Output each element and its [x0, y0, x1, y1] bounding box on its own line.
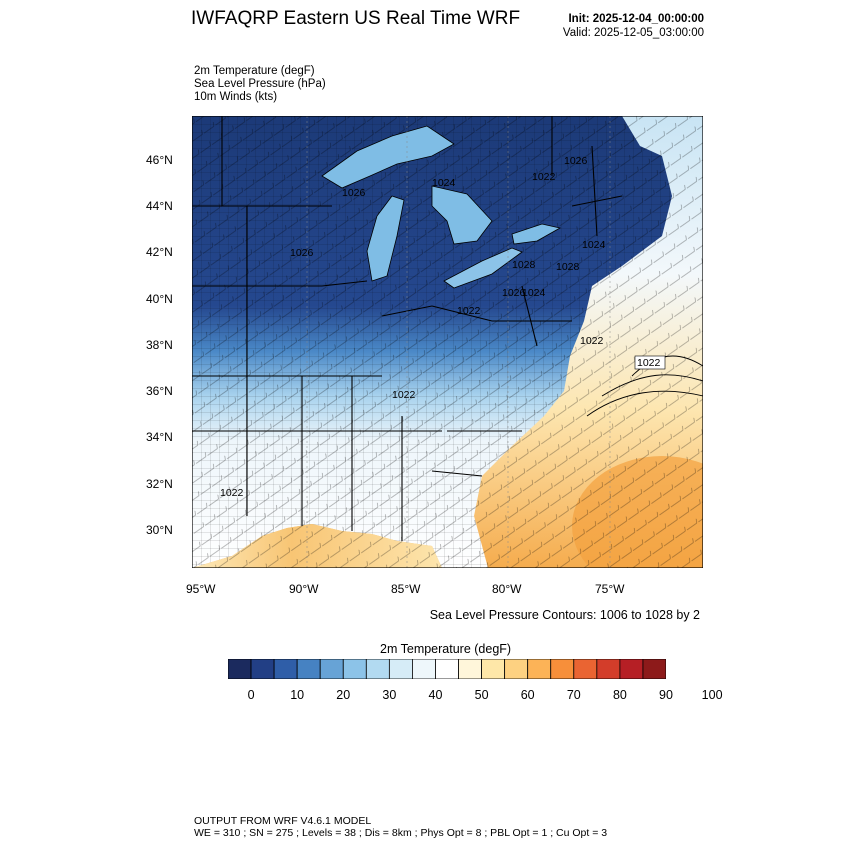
colorbar-swatch	[319, 659, 344, 679]
pressure-contour-label: 1022	[392, 389, 416, 401]
colorbar-swatch	[504, 659, 529, 679]
field-temperature-label: 2m Temperature (degF)	[194, 65, 315, 77]
colorbar-swatch	[273, 659, 298, 679]
colorbar-label: 20	[336, 688, 351, 702]
pressure-contour-label: 1026	[290, 247, 314, 259]
lake-ontario	[511, 223, 562, 245]
pressure-contour-label: 1022	[580, 335, 604, 347]
colorbar-swatch	[296, 659, 321, 679]
colorbar-swatch	[596, 659, 621, 679]
colorbar-label: 60	[520, 688, 535, 702]
colorbar-swatch	[481, 659, 506, 679]
colorbar-label: 40	[428, 688, 443, 702]
lat-label-40n: 40°N	[146, 292, 173, 306]
lat-label-46n: 46°N	[146, 153, 173, 167]
lake-michigan	[366, 195, 405, 282]
init-time: Init: 2025-12-04_00:00:00	[568, 13, 704, 25]
lat-label-34n: 34°N	[146, 430, 173, 444]
pressure-contour-label: 1026	[342, 187, 366, 199]
pressure-contour-label: 1026	[564, 155, 588, 167]
colorbar-label: 90	[659, 688, 673, 702]
colorbar-swatch	[642, 659, 666, 679]
colorbar-label: 70	[566, 688, 581, 702]
colorbar-swatch	[342, 659, 367, 679]
model-info-line2: WE = 310 ; SN = 275 ; Levels = 38 ; Dis …	[194, 827, 608, 839]
lat-label-44n: 44°N	[146, 199, 173, 213]
field-winds-label: 10m Winds (kts)	[194, 91, 278, 103]
pressure-contour-label: 1028	[512, 259, 536, 271]
colorbar-title: 2m Temperature (degF)	[380, 642, 512, 656]
lat-label-30n: 30°N	[146, 523, 173, 537]
colorbar-label: 0	[247, 688, 255, 702]
colorbar-swatch	[619, 659, 644, 679]
lat-label-36n: 36°N	[146, 384, 173, 398]
model-info-line1: OUTPUT FROM WRF V4.6.1 MODEL	[194, 815, 372, 827]
state-boundaries	[192, 116, 623, 541]
lake-huron	[431, 185, 493, 245]
colorbar-label: 50	[474, 688, 489, 702]
colorbar-swatch	[527, 659, 552, 679]
colorbar-swatch	[365, 659, 390, 679]
pressure-contour-label: 1024	[432, 177, 456, 189]
pressure-contour-label: 1028	[556, 261, 580, 273]
temperature-colorbar	[228, 659, 666, 679]
lat-label-32n: 32°N	[146, 477, 173, 491]
lake-superior	[321, 125, 455, 189]
colorbar-label: 10	[290, 688, 305, 702]
colorbar-swatch	[458, 659, 482, 679]
lake-erie	[443, 247, 523, 289]
lon-label-85w: 85°W	[391, 582, 421, 596]
colorbar-swatch	[435, 659, 459, 679]
colorbar-swatch	[250, 659, 275, 679]
pressure-contour-label: 1024	[582, 239, 606, 251]
field-pressure-label: Sea Level Pressure (hPa)	[194, 78, 326, 90]
pressure-contour-label: 1022	[220, 487, 244, 499]
pressure-contour-label: 1026	[502, 287, 526, 299]
lon-label-95w: 95°W	[186, 582, 216, 596]
colorbar-swatch	[228, 659, 252, 679]
lat-label-42n: 42°N	[146, 245, 173, 259]
pressure-contour-label: 1022	[637, 357, 661, 369]
colorbar-swatch	[550, 659, 575, 679]
lat-label-38n: 38°N	[146, 338, 173, 352]
pressure-contour-label: 1022	[457, 305, 481, 317]
plot-title: IWFAQRP Eastern US Real Time WRF	[191, 8, 521, 29]
valid-time: Valid: 2025-12-05_03:00:00	[562, 27, 704, 39]
lon-label-90w: 90°W	[289, 582, 319, 596]
colorbar-label: 80	[612, 688, 627, 702]
lon-label-80w: 80°W	[492, 582, 522, 596]
colorbar-swatch	[388, 659, 413, 679]
colorbar-label: 100	[701, 688, 723, 702]
colorbar-swatch	[573, 659, 598, 679]
colorbar-swatch	[412, 659, 436, 679]
pressure-contour-label: 1024	[522, 287, 546, 299]
contour-note: Sea Level Pressure Contours: 1006 to 102…	[429, 608, 700, 622]
colorbar-label: 30	[382, 688, 397, 702]
pressure-contour-label: 1022	[532, 171, 556, 183]
lon-label-75w: 75°W	[595, 582, 625, 596]
